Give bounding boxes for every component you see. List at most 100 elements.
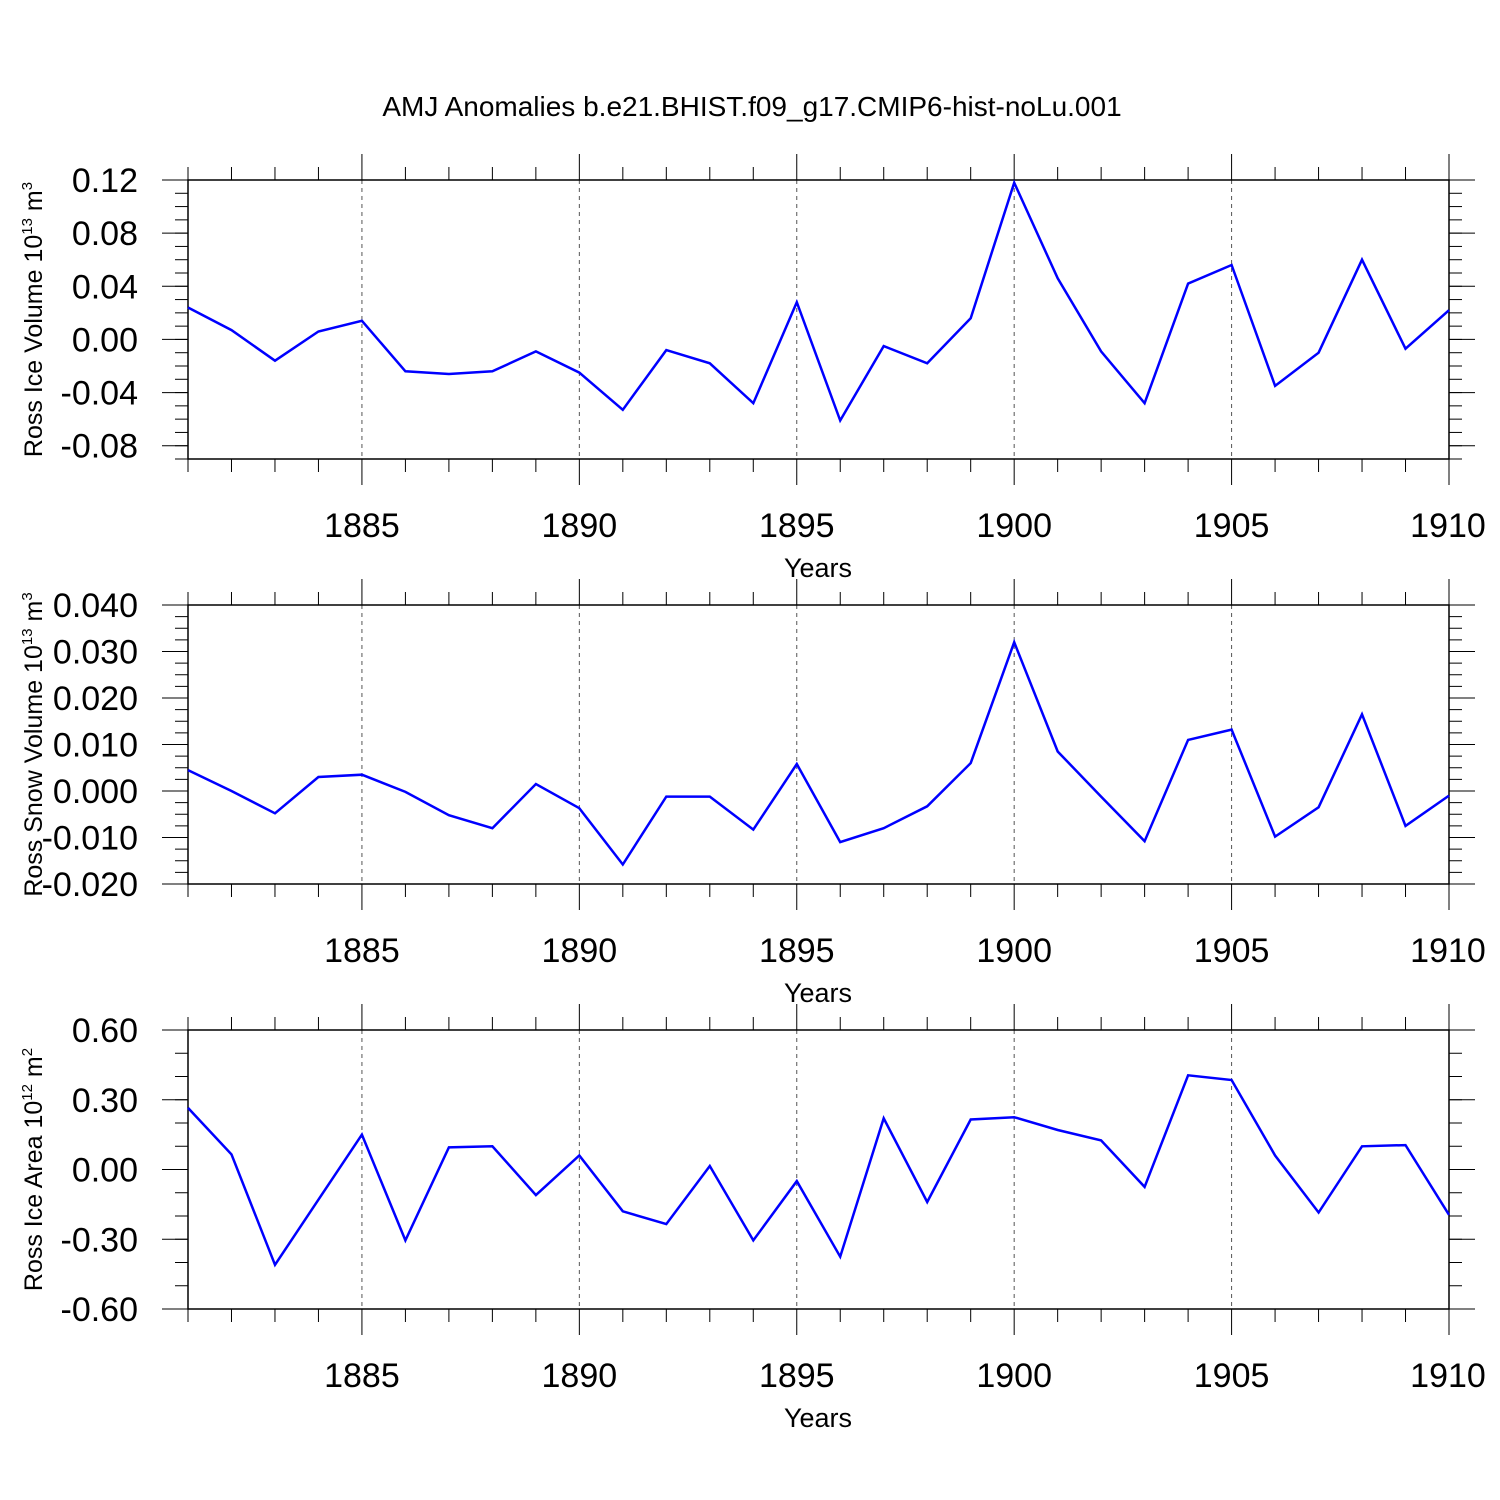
data-point xyxy=(882,826,886,830)
y-axis-title: Ross Ice Area 1012 m2 xyxy=(19,1048,48,1291)
data-point xyxy=(229,789,233,793)
data-point xyxy=(664,795,668,799)
y-tick-label: 0.010 xyxy=(53,727,138,765)
plot-frame xyxy=(187,604,1450,885)
data-point xyxy=(1099,349,1103,353)
data-point xyxy=(490,369,494,373)
data-point xyxy=(1404,1143,1408,1147)
data-point xyxy=(1230,1078,1234,1082)
data-point xyxy=(925,361,929,365)
data-point xyxy=(1099,795,1103,799)
x-tick-label: 1900 xyxy=(976,932,1052,970)
y-tick-label: 0.00 xyxy=(72,1152,138,1190)
panel-1: -0.08 -0.04 0.00 0.04 0.08 0.12 1885 1890 1895 19… xyxy=(19,154,1486,583)
data-point xyxy=(360,319,364,323)
y-tick-label: 0.040 xyxy=(53,587,138,625)
data-point xyxy=(447,813,451,817)
data-point xyxy=(664,1222,668,1226)
x-tick-label: 1890 xyxy=(542,1357,618,1395)
data-point xyxy=(1186,738,1190,742)
data-point xyxy=(1273,384,1277,388)
data-point xyxy=(795,762,799,766)
data-point xyxy=(708,795,712,799)
data-point xyxy=(1143,1185,1147,1189)
chart-title: AMJ Anomalies b.e21.BHIST.f09_g17.CMIP6-… xyxy=(382,91,1121,122)
y-tick-label: -0.04 xyxy=(61,375,139,413)
data-point xyxy=(969,1118,973,1122)
y-tick-label: 0.030 xyxy=(53,634,138,672)
x-tick-label: 1895 xyxy=(759,932,835,970)
data-point xyxy=(1447,794,1451,798)
data-point xyxy=(1056,1128,1060,1132)
y-tick-label: 0.04 xyxy=(72,268,138,306)
data-point xyxy=(708,361,712,365)
data-point xyxy=(273,359,277,363)
x-tick-label: 1890 xyxy=(542,932,618,970)
data-point xyxy=(1099,1138,1103,1142)
data-point xyxy=(751,401,755,405)
series-line xyxy=(187,179,1450,424)
y-tick-label: 0.08 xyxy=(72,215,138,253)
data-point xyxy=(1404,347,1408,351)
data-point xyxy=(403,790,407,794)
data-point xyxy=(490,1144,494,1148)
data-point xyxy=(534,349,538,353)
data-point xyxy=(969,761,973,765)
data-point xyxy=(534,1193,538,1197)
data-point xyxy=(925,804,929,808)
x-tick-label: 1905 xyxy=(1194,507,1270,545)
y-tick-label: 0.020 xyxy=(53,680,138,718)
data-point xyxy=(621,862,625,866)
x-tick-label: 1910 xyxy=(1410,1357,1486,1395)
data-point xyxy=(1273,835,1277,839)
data-point xyxy=(1317,805,1321,809)
data-point xyxy=(925,1200,929,1204)
x-tick-label: 1910 xyxy=(1410,932,1486,970)
x-tick-label: 1895 xyxy=(759,507,835,545)
data-point xyxy=(186,768,190,772)
data-point xyxy=(1056,276,1060,280)
x-axis-title: Years xyxy=(784,1403,852,1433)
data-point xyxy=(316,1198,320,1202)
data-point xyxy=(1360,712,1364,716)
data-point xyxy=(403,369,407,373)
x-tick-label: 1890 xyxy=(542,507,618,545)
data-point xyxy=(360,1133,364,1137)
data-point xyxy=(1012,640,1016,644)
panel-2: -0.020 -0.010 0.000 0.010 0.020 0.030 0.040 188… xyxy=(19,579,1486,1008)
data-point xyxy=(1447,1213,1451,1217)
data-point xyxy=(1360,258,1364,262)
data-point xyxy=(447,1145,451,1149)
x-axis-title: Years xyxy=(784,553,852,583)
data-point xyxy=(403,1238,407,1242)
data-point xyxy=(838,1255,842,1259)
data-point xyxy=(795,300,799,304)
x-tick-label: 1905 xyxy=(1194,932,1270,970)
y-tick-label: -0.08 xyxy=(61,428,139,466)
data-point xyxy=(1230,263,1234,267)
data-point xyxy=(1230,728,1234,732)
data-point xyxy=(186,306,190,310)
data-point xyxy=(273,811,277,815)
data-point xyxy=(621,408,625,412)
data-point xyxy=(273,1263,277,1267)
data-point xyxy=(1317,1211,1321,1215)
data-point xyxy=(316,329,320,333)
data-point xyxy=(664,348,668,352)
x-tick-label: 1910 xyxy=(1410,507,1486,545)
data-point xyxy=(751,828,755,832)
y-tick-label: 0.60 xyxy=(72,1012,138,1050)
data-point xyxy=(621,1209,625,1213)
data-point xyxy=(186,1106,190,1110)
data-point xyxy=(534,782,538,786)
y-tick-label: 0.000 xyxy=(53,773,138,811)
data-point xyxy=(1360,1144,1364,1148)
data-point xyxy=(795,1179,799,1183)
data-point xyxy=(1447,308,1451,312)
data-point xyxy=(360,773,364,777)
x-tick-label: 1900 xyxy=(976,1357,1052,1395)
x-tick-label: 1885 xyxy=(324,932,400,970)
y-tick-label: 0.30 xyxy=(72,1082,138,1120)
data-point xyxy=(708,1164,712,1168)
y-axis-title: Ross Ice Volume 1013 m3 xyxy=(19,182,48,457)
